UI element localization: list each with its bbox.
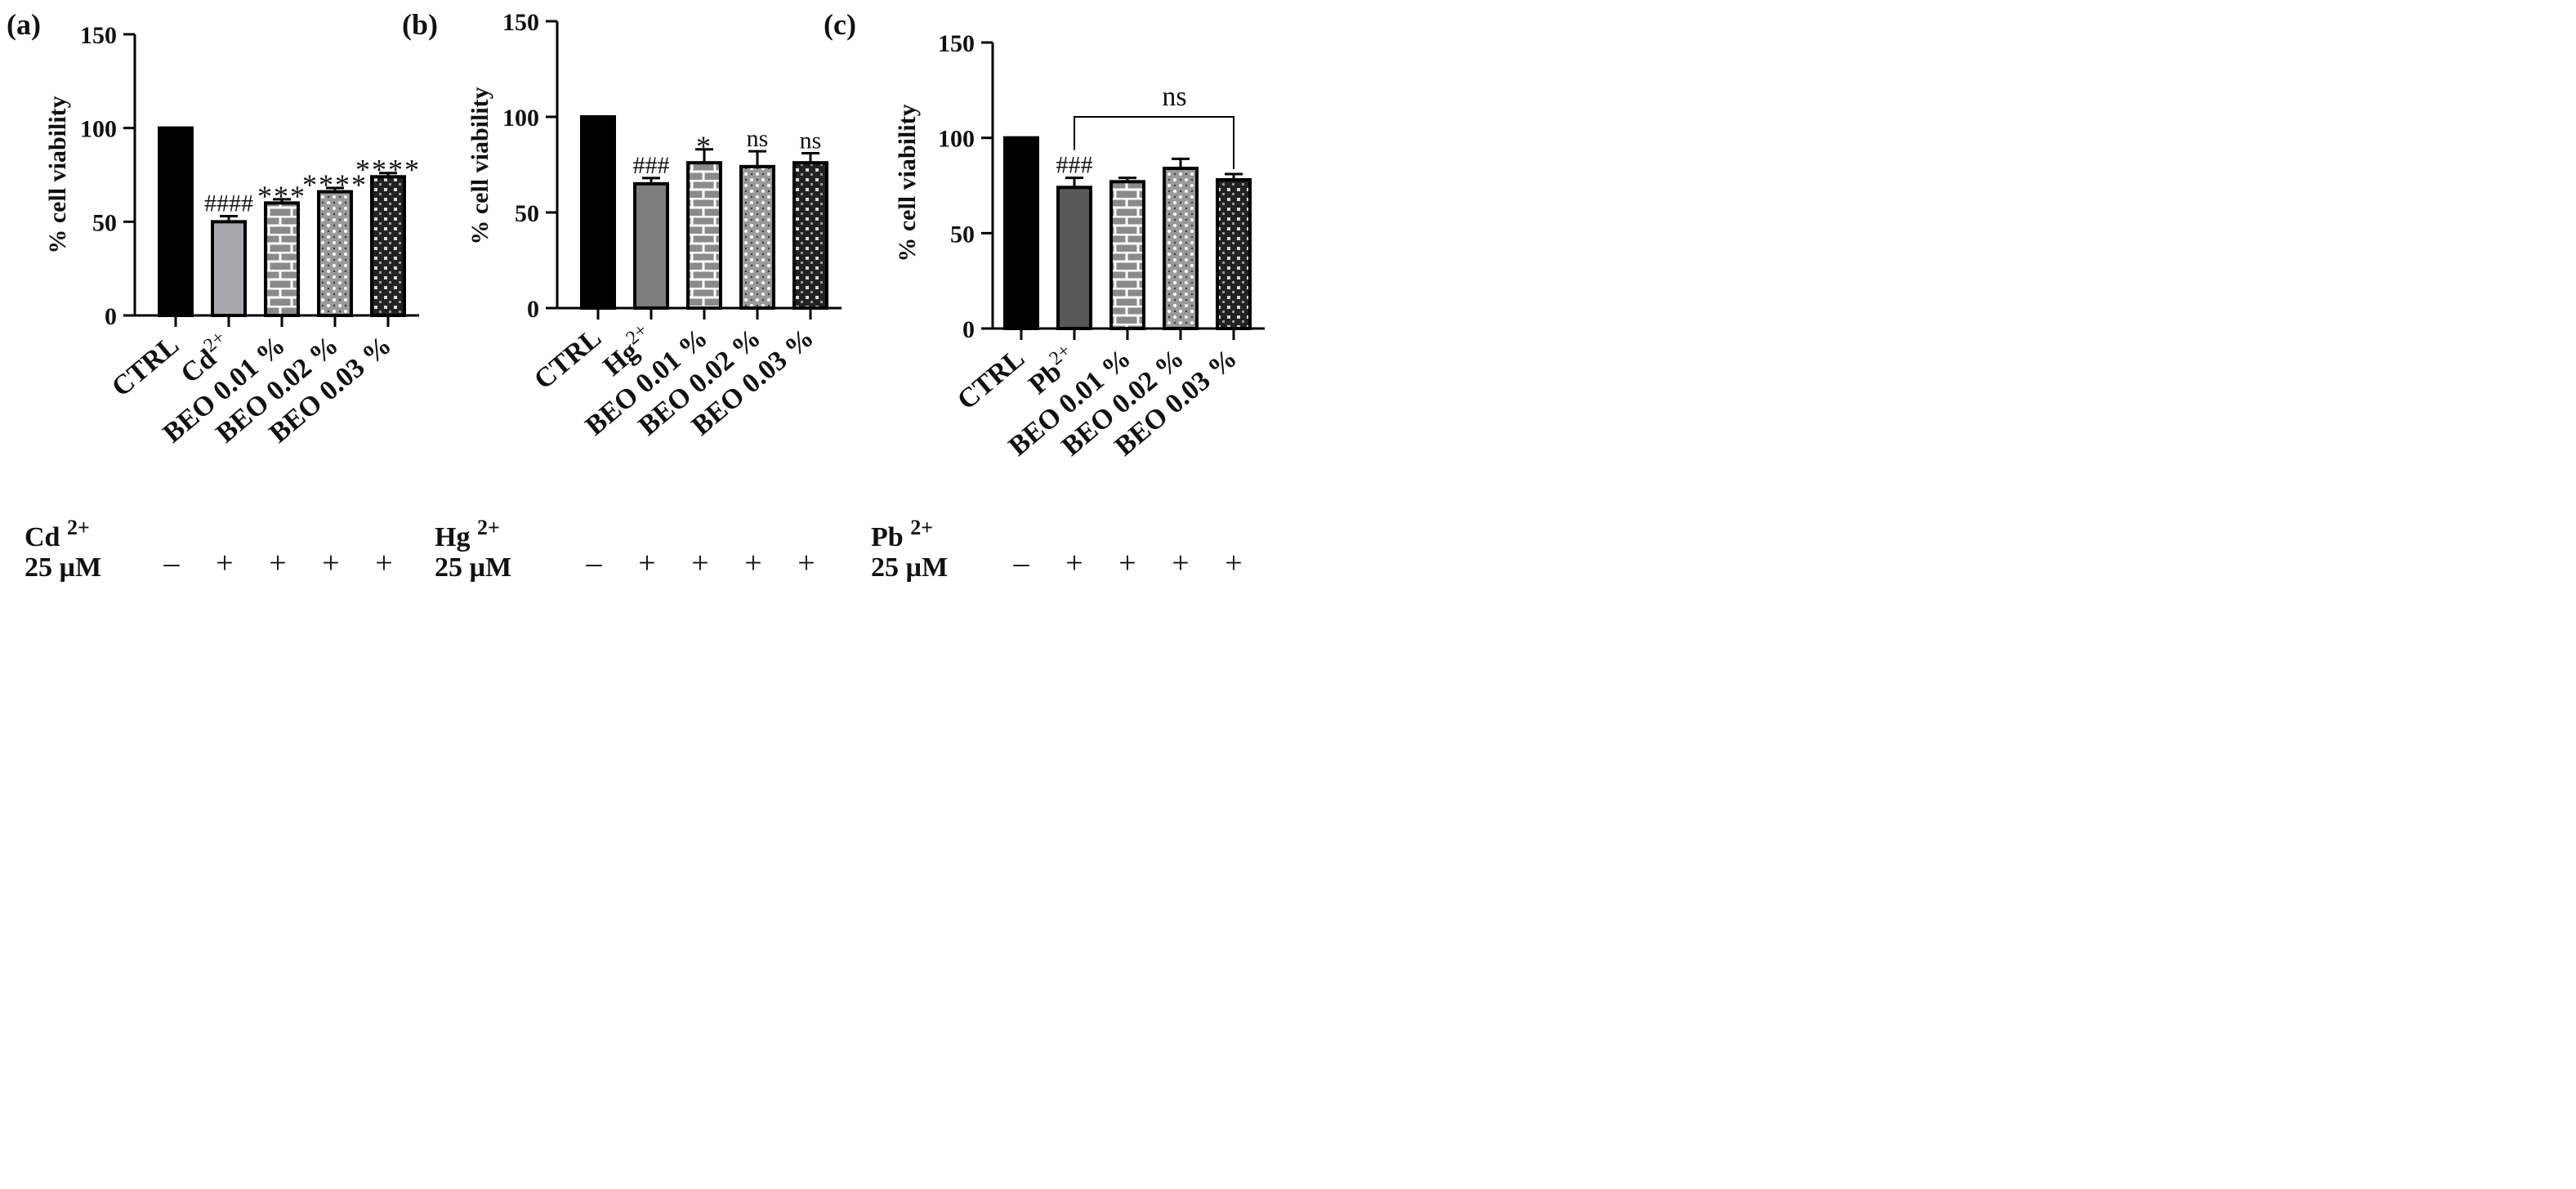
- treatment-row-concentration: 25 µM: [871, 552, 948, 583]
- y-axis-title: % cell viability: [44, 96, 71, 253]
- x-tick-label: CTRL: [529, 323, 607, 396]
- significance-label: ###: [633, 152, 670, 179]
- bar: [580, 115, 616, 310]
- bar: [1109, 180, 1145, 330]
- significance-label: ****: [355, 154, 421, 186]
- treatment-row-charge: 2+: [910, 516, 933, 539]
- y-tick-label: 100: [502, 105, 539, 132]
- bar: [264, 201, 300, 317]
- bar: [370, 175, 406, 317]
- y-tick-label: 50: [92, 209, 117, 236]
- treatment-sign: –: [1013, 546, 1030, 580]
- treatment-sign: +: [1065, 546, 1083, 580]
- treatment-row-ion: Pb: [871, 522, 910, 552]
- significance-label: ****: [302, 168, 368, 201]
- significance-label: ###: [1056, 152, 1093, 179]
- y-tick-label: 0: [962, 316, 975, 343]
- y-tick-label: 100: [938, 126, 975, 153]
- treatment-sign: +: [744, 546, 761, 580]
- treatment-row-concentration: 25 µM: [435, 552, 511, 583]
- treatment-row-title: Hg 2+: [435, 516, 500, 552]
- treatment-sign: +: [375, 546, 392, 580]
- bar: [317, 190, 353, 317]
- treatment-row-title: Pb 2+: [871, 516, 933, 552]
- panel-b: (b) 0 50 100 150 % cell viability CTRL ### Hg2+ *…: [402, 8, 842, 583]
- x-tick-label: CTRL: [952, 343, 1030, 416]
- y-tick-label: 100: [80, 116, 117, 143]
- y-tick-label: 50: [950, 221, 975, 248]
- bar: [739, 164, 775, 310]
- x-tick-label: CTRL: [106, 330, 185, 403]
- significance-label: *: [696, 130, 712, 163]
- ns-bracket-label: ns: [1162, 82, 1186, 112]
- treatment-sign: –: [586, 546, 603, 580]
- treatment-sign: +: [322, 546, 339, 580]
- treatment-sign: +: [1225, 546, 1242, 580]
- treatment-sign: +: [269, 546, 286, 580]
- significance-label: ns: [800, 127, 822, 154]
- treatment-row-ion: Hg: [435, 522, 477, 552]
- y-tick-label: 50: [515, 200, 539, 227]
- treatment-row-charge: 2+: [477, 516, 500, 539]
- treatment-sign: +: [691, 546, 708, 580]
- panel-label: (b): [402, 8, 438, 41]
- y-axis-title: % cell viability: [467, 87, 493, 244]
- treatment-row-charge: 2+: [67, 516, 90, 539]
- y-tick-label: 150: [502, 9, 539, 36]
- y-axis-title: % cell viability: [894, 104, 921, 261]
- bar: [1163, 167, 1199, 330]
- bar: [158, 126, 194, 317]
- bar: [792, 161, 828, 310]
- panel-a: (a) 0 50 100 150 % cell viability CTRL #### Cd2+…: [7, 8, 421, 583]
- y-tick-label: 150: [80, 22, 117, 49]
- y-tick-label: 0: [105, 303, 117, 330]
- treatment-sign: +: [797, 546, 815, 580]
- treatment-sign: –: [163, 546, 181, 580]
- treatment-sign: +: [1172, 546, 1189, 580]
- significance-label: ns: [747, 125, 769, 152]
- bar: [633, 181, 669, 310]
- treatment-sign: +: [1118, 546, 1136, 580]
- panel-label: (c): [824, 8, 856, 41]
- treatment-row-title: Cd 2+: [25, 516, 90, 552]
- bar: [1056, 186, 1092, 330]
- bar: [1216, 178, 1252, 330]
- treatment-sign: +: [638, 546, 655, 580]
- treatment-row-concentration: 25 µM: [25, 552, 101, 583]
- bar: [1003, 136, 1039, 330]
- y-tick-label: 0: [527, 296, 539, 323]
- ns-bracket: [1074, 116, 1234, 169]
- bar: [211, 220, 247, 318]
- treatment-sign: +: [216, 546, 233, 580]
- bar: [686, 161, 722, 310]
- y-tick-label: 150: [938, 30, 975, 57]
- significance-label: ####: [204, 190, 253, 217]
- panel-label: (a): [7, 8, 41, 41]
- treatment-row-ion: Cd: [25, 522, 67, 552]
- significance-label: ***: [257, 180, 306, 212]
